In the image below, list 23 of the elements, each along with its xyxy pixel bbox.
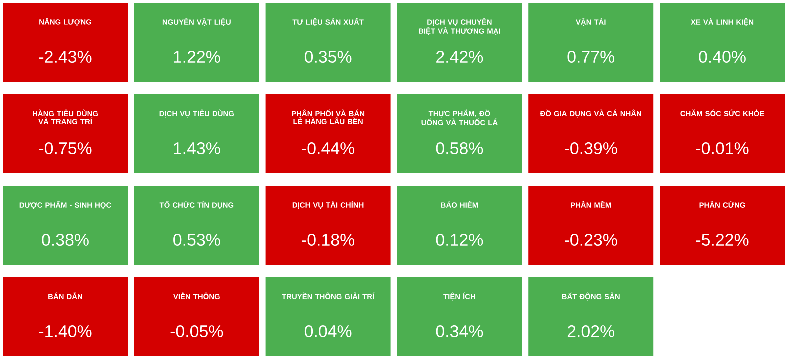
data-label: -0.75% — [39, 142, 92, 154]
data-label: -1.40% — [39, 326, 92, 338]
data-label: 0.40% — [699, 51, 746, 63]
data-label: -0.44% — [302, 142, 355, 154]
data-label: 0.12% — [436, 234, 484, 246]
data-label: 0.04% — [304, 326, 352, 338]
data-label: -5.22% — [696, 234, 749, 246]
data-label: -0.05% — [170, 326, 224, 338]
data-label: 0.53% — [174, 234, 220, 246]
data-label: 1.43% — [174, 142, 220, 154]
data-label: 2.42% — [436, 51, 484, 63]
data-label: -0.01% — [696, 142, 749, 154]
data-label: 0.34% — [436, 326, 484, 338]
data-label: 1.22% — [174, 51, 220, 63]
data-label: 0.38% — [42, 234, 89, 246]
data-label: 0.58% — [436, 142, 484, 154]
data-label: 0.77% — [568, 51, 615, 63]
data-label: -0.18% — [302, 234, 355, 246]
data-label: 0.35% — [304, 51, 352, 63]
data-label: 2.02% — [568, 326, 615, 338]
data-label: -0.39% — [565, 142, 618, 154]
data-label: -2.43% — [39, 51, 92, 63]
data-label: -0.23% — [565, 234, 618, 246]
